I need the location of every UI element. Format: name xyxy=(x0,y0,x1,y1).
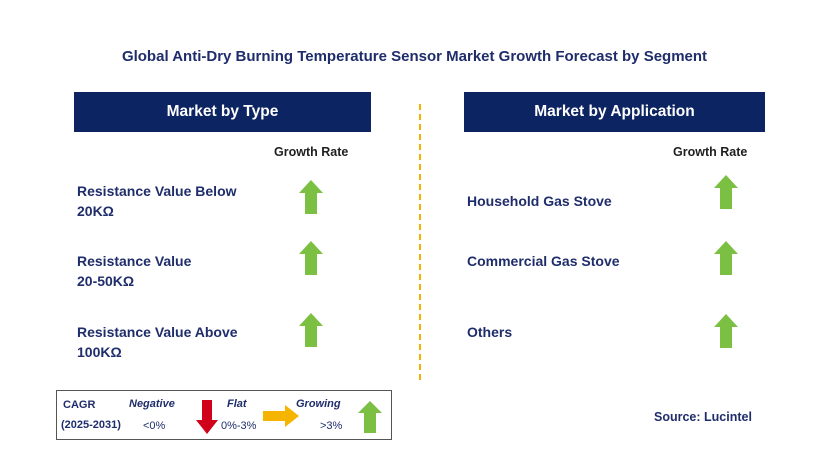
type-segment-3: Resistance Value Above 100KΩ xyxy=(77,322,238,362)
growing-arrow-icon xyxy=(299,241,323,275)
application-segment-3: Others xyxy=(467,324,513,340)
legend-period-label: (2025-2031) xyxy=(61,419,121,431)
application-growth-rate-label: Growth Rate xyxy=(673,145,748,159)
source-label: Source: Lucintel xyxy=(654,410,752,424)
application-segment-1: Household Gas Stove xyxy=(467,193,612,209)
application-header: Market by Application xyxy=(464,92,765,132)
cagr-legend: CAGR (2025-2031) Negative <0% Flat 0%-3%… xyxy=(56,390,392,440)
type-segment-1-line2: 20KΩ xyxy=(77,203,114,219)
growing-arrow-icon xyxy=(714,241,738,275)
legend-growing-range: >3% xyxy=(320,420,343,432)
chart-title: Global Anti-Dry Burning Temperature Sens… xyxy=(121,48,708,65)
legend-negative-label: Negative xyxy=(129,398,175,410)
type-segment-3-line1: Resistance Value Above xyxy=(77,324,238,340)
legend-growing-label: Growing xyxy=(296,398,341,410)
type-header: Market by Type xyxy=(74,92,371,132)
legend-flat-label: Flat xyxy=(227,398,247,410)
growing-arrow-icon xyxy=(299,180,323,214)
growing-arrow-icon xyxy=(714,175,738,209)
type-segment-3-line2: 100KΩ xyxy=(77,344,122,360)
growing-arrow-icon xyxy=(358,401,382,433)
type-segment-2: Resistance Value 20-50KΩ xyxy=(77,251,191,291)
type-segment-2-line1: Resistance Value xyxy=(77,253,192,269)
panel-divider xyxy=(419,104,421,380)
growing-arrow-icon xyxy=(299,313,323,347)
negative-arrow-icon xyxy=(196,400,218,434)
type-segment-1: Resistance Value Below 20KΩ xyxy=(77,181,237,221)
legend-negative-range: <0% xyxy=(143,420,166,432)
type-segment-1-line1: Resistance Value Below xyxy=(77,183,237,199)
legend-cagr-label: CAGR xyxy=(63,399,96,411)
type-segment-2-line2: 20-50KΩ xyxy=(77,273,135,289)
legend-flat-range: 0%-3% xyxy=(221,420,257,432)
application-segment-2: Commercial Gas Stove xyxy=(467,253,620,269)
flat-arrow-icon xyxy=(263,405,299,427)
growing-arrow-icon xyxy=(714,314,738,348)
type-growth-rate-label: Growth Rate xyxy=(274,145,349,159)
